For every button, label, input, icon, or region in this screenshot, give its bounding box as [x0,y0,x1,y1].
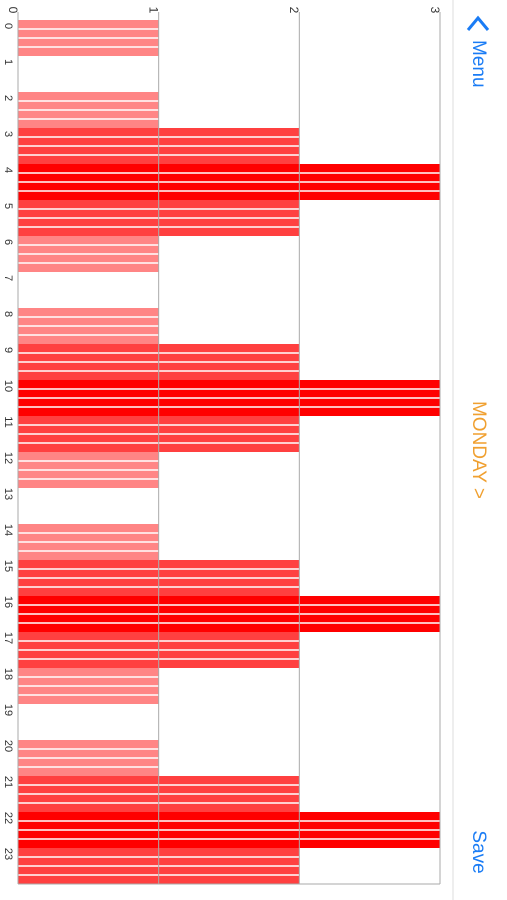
hour-label: 0 [2,23,14,29]
save-button[interactable]: Save [468,830,489,873]
hour-label: 3 [2,131,14,137]
day-selector[interactable]: MONDAY > [468,401,489,499]
hour-label: 6 [2,239,14,245]
hour-label: 4 [2,167,14,173]
hour-label: 18 [2,668,14,680]
x-tick-label: 3 [428,7,442,14]
hour-label: 11 [2,416,14,427]
hour-label: 7 [2,275,14,281]
hour-label: 17 [2,632,14,644]
menu-button[interactable]: Menu [468,40,489,88]
hour-label: 13 [2,488,14,500]
hour-label: 2 [2,95,14,101]
hour-label: 9 [2,347,14,353]
hour-label: 15 [2,560,14,572]
hour-label: 21 [2,776,14,788]
hour-label: 10 [2,380,14,392]
hour-label: 1 [2,59,14,65]
nav-bar [453,0,507,900]
hour-label: 20 [2,740,14,752]
hour-label: 16 [2,596,14,608]
hour-label: 5 [2,203,14,209]
x-tick-label: 2 [287,7,301,14]
x-tick-label: 0 [6,7,20,14]
hour-label: 19 [2,704,14,716]
back-chevron[interactable] [466,15,490,31]
hour-label: 14 [2,524,14,536]
hour-label: 23 [2,848,14,860]
hour-label: 8 [2,311,14,317]
hour-label: 22 [2,812,14,824]
x-tick-label: 1 [146,7,160,14]
hour-label: 12 [2,452,14,464]
